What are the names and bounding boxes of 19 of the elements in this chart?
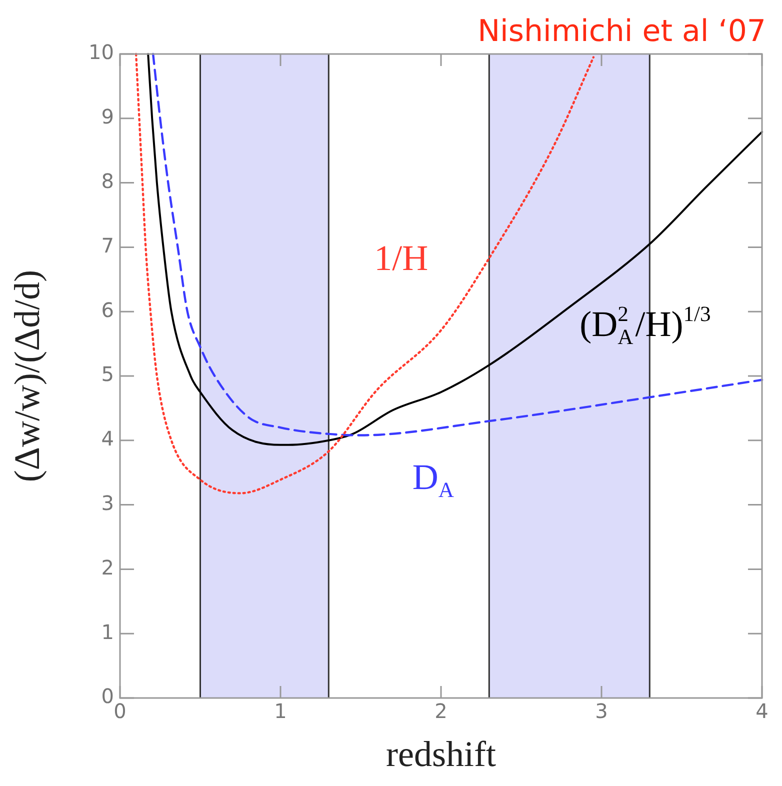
y-tick-label: 7 xyxy=(101,233,114,258)
y-tick-label: 10 xyxy=(88,40,114,64)
y-tick-label: 9 xyxy=(101,104,114,129)
x-tick-label: 1 xyxy=(274,699,287,724)
x-tick-label: 2 xyxy=(434,699,448,724)
y-tick-label: 4 xyxy=(101,426,114,451)
y-axis-title: (Δw/w)/(Δd/d) xyxy=(7,270,48,482)
x-axis-title: redshift xyxy=(386,734,496,774)
x-tick-label: 3 xyxy=(595,699,608,724)
series-label: 1/H xyxy=(374,238,428,278)
y-tick-label: 3 xyxy=(101,491,114,516)
x-tick-label: 4 xyxy=(756,699,768,724)
text: Nishimichi et al ‘07 xyxy=(478,14,766,49)
y-tick-label: 6 xyxy=(101,298,114,322)
y-tick-label: 2 xyxy=(101,555,114,580)
y-tick-label: 0 xyxy=(101,684,114,708)
y-tick-label: 8 xyxy=(101,169,114,194)
y-tick-label: 1 xyxy=(101,620,114,644)
y-tick-label: 5 xyxy=(101,362,114,386)
